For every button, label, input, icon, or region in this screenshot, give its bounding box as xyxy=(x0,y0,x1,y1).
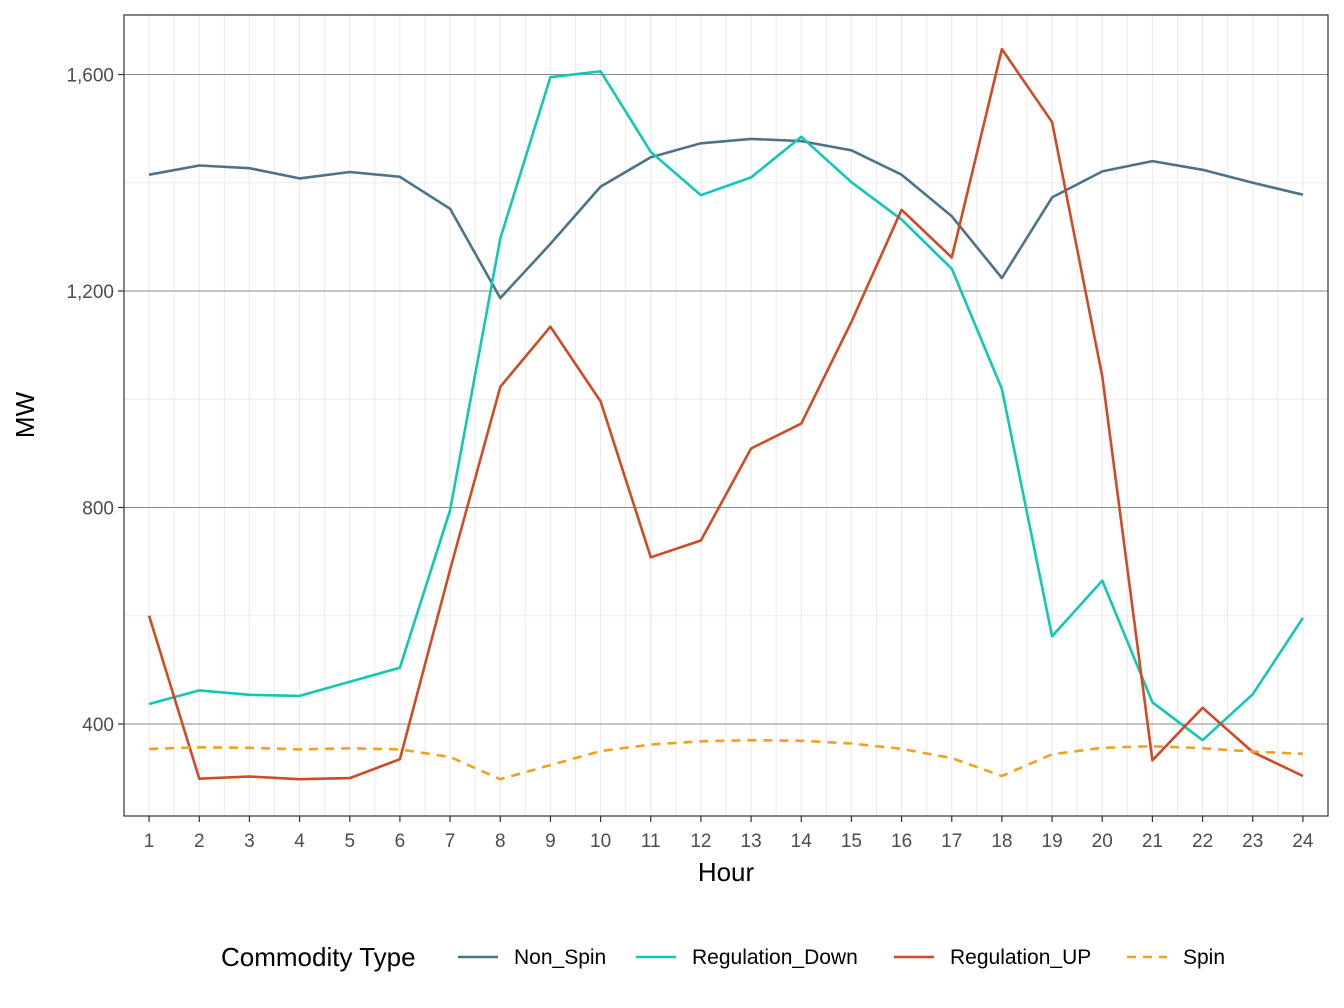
legend-item-regulation-down: Regulation_Down xyxy=(636,946,858,969)
x-tick-label: 15 xyxy=(841,831,862,852)
legend-title: Commodity Type xyxy=(221,942,416,972)
x-axis-tick-labels: 1 2 3 4 5 6 7 8 9 10 11 12 13 14 15 16 17 18 19 20 21 22 23 24 xyxy=(144,831,1314,852)
x-tick-label: 23 xyxy=(1242,831,1263,852)
legend-label: Non_Spin xyxy=(514,946,606,969)
x-tick-label: 16 xyxy=(891,831,912,852)
x-tick-label: 14 xyxy=(791,831,813,852)
legend-item-non-spin: Non_Spin xyxy=(458,946,606,969)
major-gridlines xyxy=(124,15,1328,816)
x-tick-label: 17 xyxy=(941,831,962,852)
x-tick-label: 20 xyxy=(1092,831,1113,852)
axis-ticks xyxy=(118,73,1304,822)
x-tick-label: 18 xyxy=(991,831,1012,852)
legend-items: Non_Spin Regulation_Down Regulation_UP Spin xyxy=(458,946,1225,969)
x-tick-label: 5 xyxy=(344,831,355,852)
y-tick-label: 1,200 xyxy=(66,282,114,303)
legend-item-spin: Spin xyxy=(1127,946,1225,969)
y-axis-title: MW xyxy=(10,391,40,438)
legend: Commodity Type Non_Spin Regulation_Down Re… xyxy=(221,942,1225,972)
y-tick-label: 400 xyxy=(82,715,114,736)
x-tick-label: 4 xyxy=(294,831,305,852)
legend-label: Regulation_Down xyxy=(692,946,858,969)
x-tick-label: 7 xyxy=(445,831,456,852)
plot-panel-border xyxy=(123,14,1329,817)
x-tick-label: 12 xyxy=(690,831,711,852)
series-line-regulation-down xyxy=(148,70,1304,742)
legend-label: Spin xyxy=(1183,946,1225,969)
x-tick-label: 6 xyxy=(395,831,406,852)
x-tick-label: 10 xyxy=(590,831,611,852)
x-tick-label: 21 xyxy=(1142,831,1163,852)
y-tick-label: 800 xyxy=(82,499,114,520)
x-tick-label: 19 xyxy=(1042,831,1063,852)
y-axis-tick-labels: 400 800 1,200 1,600 xyxy=(66,66,114,736)
x-tick-label: 3 xyxy=(244,831,255,852)
x-axis-title: Hour xyxy=(698,857,755,887)
x-tick-label: 13 xyxy=(741,831,762,852)
x-tick-label: 11 xyxy=(641,831,661,852)
minor-gridlines xyxy=(124,15,1328,816)
x-tick-label: 8 xyxy=(495,831,506,852)
series-line-non-spin xyxy=(148,137,1304,300)
series-line-regulation-up xyxy=(147,47,1304,781)
series-lines xyxy=(147,47,1304,781)
series-line-spin xyxy=(149,738,1303,781)
x-tick-label: 1 xyxy=(144,831,155,852)
x-tick-label: 2 xyxy=(194,831,205,852)
y-tick-label: 1,600 xyxy=(66,66,114,87)
x-tick-label: 9 xyxy=(545,831,556,852)
legend-label: Regulation_UP xyxy=(950,946,1091,969)
x-tick-label: 22 xyxy=(1192,831,1213,852)
x-tick-label: 24 xyxy=(1292,831,1314,852)
legend-item-regulation-up: Regulation_UP xyxy=(894,946,1091,969)
